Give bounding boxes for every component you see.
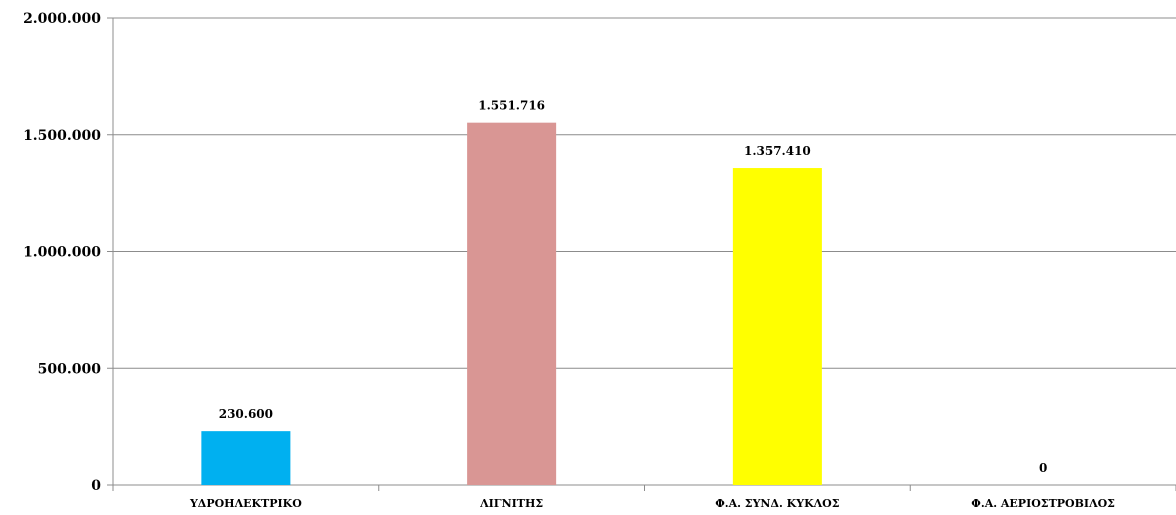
- bar: [732, 168, 822, 485]
- x-tick-label: Φ.Α. ΑΕΡΙΟΣΤΡΟΒΙΛΟΣ: [971, 497, 1115, 510]
- y-tick-label: 1.500.000: [23, 128, 101, 144]
- bars: [201, 122, 822, 485]
- data-label: 0: [1039, 461, 1047, 475]
- bar: [467, 122, 557, 485]
- y-tick-label: 1.000.000: [23, 245, 101, 261]
- data-label: 1.551.716: [478, 99, 545, 113]
- x-tick-label: ΥΔΡΟΗΛΕΚΤΡΙΚΟ: [189, 497, 302, 510]
- x-tick-label: Φ.Α. ΣΥΝΔ. ΚΥΚΛΟΣ: [715, 497, 840, 510]
- data-label: 1.357.410: [744, 144, 811, 158]
- x-tick-label: ΛΙΓΝΙΤΗΣ: [479, 497, 543, 510]
- bar: [201, 431, 291, 485]
- y-tick-label: 500.000: [38, 361, 102, 377]
- gridlines: [107, 17, 1176, 486]
- y-tick-label: 0: [91, 478, 101, 494]
- data-label: 230.600: [219, 407, 273, 421]
- labels: 0 500.000 1.000.000 1.500.000 2.000.000 230.6…: [23, 11, 1115, 510]
- y-tick-label: 2.000.000: [23, 11, 101, 27]
